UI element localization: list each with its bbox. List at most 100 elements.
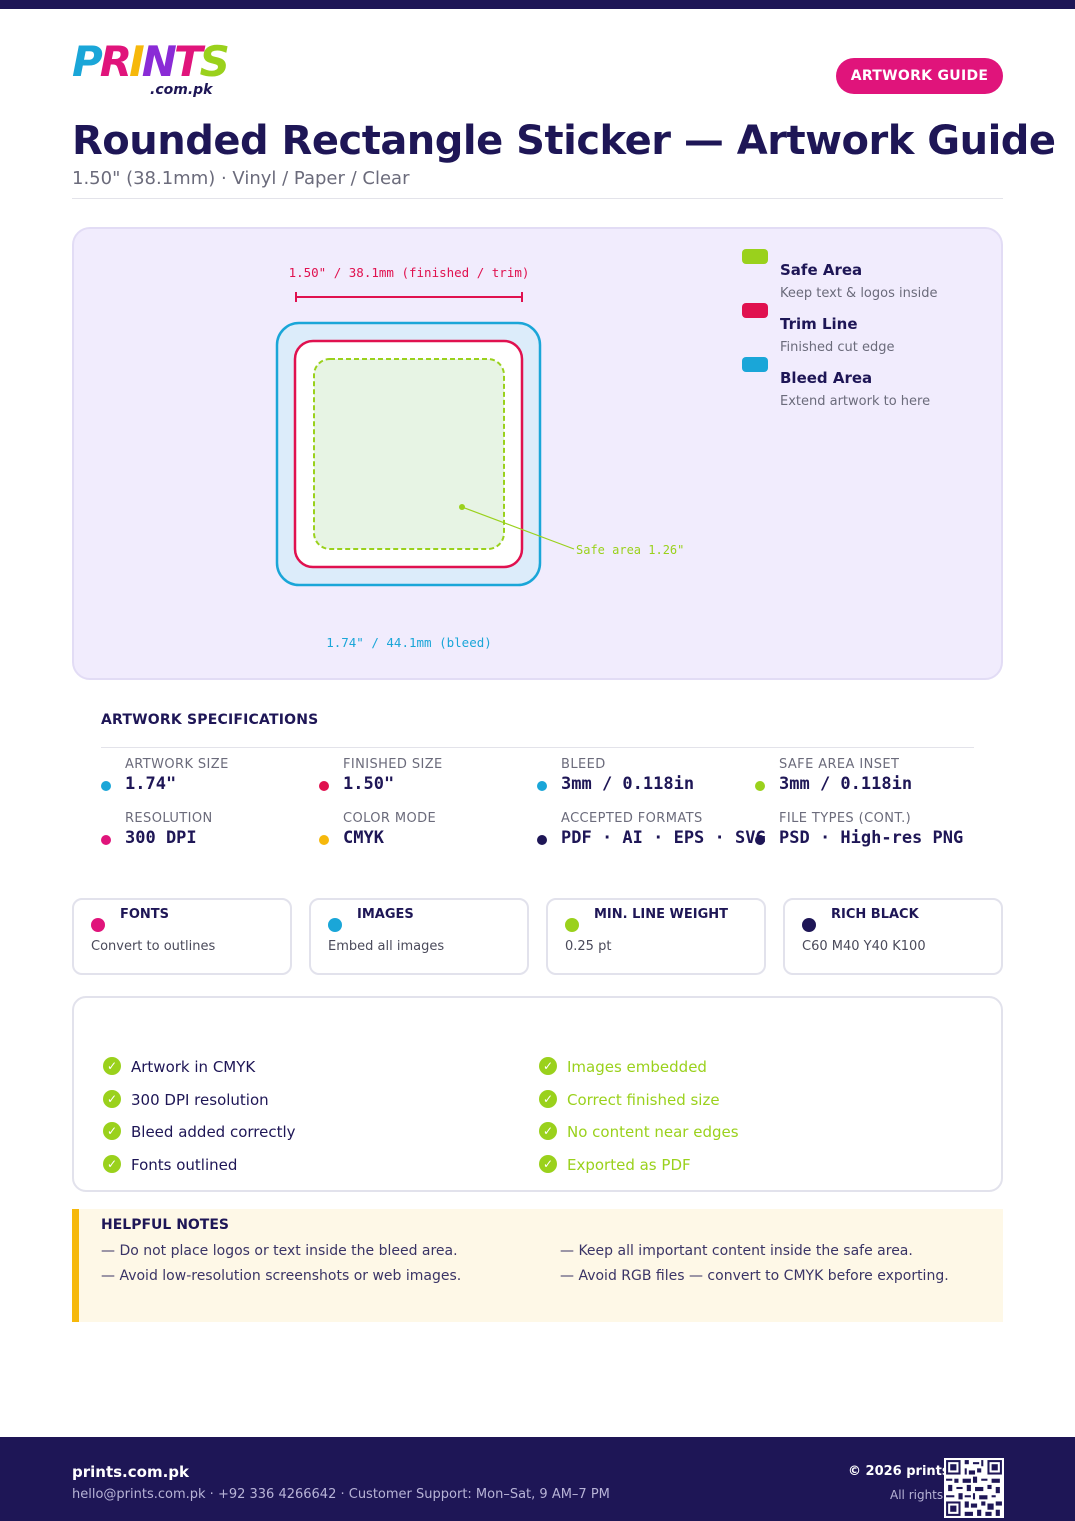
safe-area-label: Safe area 1.26"	[576, 543, 684, 557]
trim-dimension-label: 1.50" / 38.1mm (finished / trim)	[289, 265, 530, 280]
card-desc: Embed all images	[328, 939, 445, 954]
logo-domain: .com.pk	[150, 82, 213, 98]
logo-letter: N	[141, 37, 177, 86]
spec-dot	[537, 835, 547, 845]
spec-key: ARTWORK SIZE	[125, 757, 229, 772]
spec-key: BLEED	[561, 757, 606, 772]
card-desc: C60 M40 Y40 K100	[802, 939, 926, 954]
page-title: Rounded Rectangle Sticker — Artwork Guid…	[72, 118, 1056, 164]
note-item: — Avoid low-resolution screenshots or we…	[101, 1268, 462, 1284]
spec-dot	[319, 835, 329, 845]
legend-swatch	[742, 303, 768, 318]
card-dot	[802, 918, 816, 932]
logo-letter: I	[129, 37, 145, 86]
page-subtitle: 1.50" (38.1mm) · Vinyl / Paper / Clear	[72, 168, 410, 189]
legend-desc: Finished cut edge	[780, 340, 895, 355]
spec-value: PDF · AI · EPS · SVG	[561, 828, 766, 848]
card-title: IMAGES	[357, 907, 414, 922]
spec-finished-size: FINISHED SIZE 1.50"	[319, 757, 537, 801]
spec-value: CMYK	[343, 828, 384, 848]
check-icon: ✓	[539, 1057, 557, 1075]
check-icon: ✓	[103, 1057, 121, 1075]
spec-dot	[755, 781, 765, 791]
helpful-notes: HELPFUL NOTES — Do not place logos or te…	[72, 1209, 1003, 1322]
legend-title: Trim Line	[780, 315, 858, 333]
footer-brand[interactable]: prints.com.pk	[72, 1463, 189, 1481]
checklist-label: Bleed added correctly	[131, 1123, 296, 1141]
card-dot	[328, 918, 342, 932]
checklist-label: Correct finished size	[567, 1091, 720, 1109]
check-icon: ✓	[539, 1155, 557, 1173]
spec-value: 1.50"	[343, 774, 395, 794]
legend-desc: Keep text & logos inside	[780, 286, 938, 301]
prepress-checklist: ✓ Artwork in CMYK ✓ 300 DPI resolution ✓…	[72, 996, 1003, 1192]
spec-value: 1.74"	[125, 774, 177, 794]
spec-value: 3mm / 0.118in	[561, 774, 695, 794]
page-footer: prints.com.pk hello@prints.com.pk · +92 …	[0, 1437, 1075, 1521]
card-min-line-weight: MIN. LINE WEIGHT 0.25 pt	[546, 898, 766, 975]
artwork-guide-badge: ARTWORK GUIDE	[836, 58, 1003, 94]
note-item: — Avoid RGB files — convert to CMYK befo…	[560, 1268, 949, 1284]
footer-contact[interactable]: hello@prints.com.pk · +92 336 4266642 · …	[72, 1487, 610, 1502]
spec-resolution: RESOLUTION 300 DPI	[101, 811, 319, 855]
footer-copyright: © 2026 prints	[848, 1464, 948, 1479]
card-desc: Convert to outlines	[91, 939, 216, 954]
card-title: FONTS	[120, 907, 170, 922]
card-dot	[91, 918, 105, 932]
logo-letter: P	[72, 37, 103, 86]
qr-code-icon[interactable]	[944, 1458, 1004, 1518]
check-icon: ✓	[539, 1090, 557, 1108]
spec-file-types: FILE TYPES (CONT.) PSD · High-res PNG	[755, 811, 973, 855]
card-fonts: FONTS Convert to outlines	[72, 898, 292, 975]
divider	[101, 747, 974, 748]
sticker-diagram: 1.50" / 38.1mm (finished / trim) Safe ar…	[275, 265, 684, 650]
spec-value: 300 DPI	[125, 828, 197, 848]
check-icon: ✓	[103, 1155, 121, 1173]
card-rich-black: RICH BLACK C60 M40 Y40 K100	[783, 898, 1003, 975]
note-item: — Do not place logos or text inside the …	[101, 1243, 458, 1259]
spec-accepted-formats: ACCEPTED FORMATS PDF · AI · EPS · SVG	[537, 811, 766, 855]
check-icon: ✓	[103, 1090, 121, 1108]
top-accent-bar	[0, 0, 1075, 9]
logo-letter: T	[173, 37, 203, 86]
logo-letter: R	[99, 37, 132, 86]
card-title: RICH BLACK	[831, 907, 919, 922]
legend-title: Bleed Area	[780, 369, 873, 387]
checklist-label: Fonts outlined	[131, 1156, 238, 1174]
spec-key: SAFE AREA INSET	[779, 757, 900, 772]
safe-callout-line	[461, 506, 575, 550]
legend-swatch	[742, 249, 768, 264]
spec-dot	[101, 781, 111, 791]
spec-bleed: BLEED 3mm / 0.118in	[537, 757, 755, 801]
brand-logo[interactable]: PRINTS .com.pk	[72, 40, 232, 102]
spec-dot	[537, 781, 547, 791]
footer-rights: All rights	[890, 1488, 944, 1502]
spec-value: PSD · High-res PNG	[779, 828, 964, 848]
spec-color-mode: COLOR MODE CMYK	[319, 811, 537, 855]
safe-area-shape	[313, 358, 505, 550]
spec-dot	[319, 781, 329, 791]
specs-heading: ARTWORK SPECIFICATIONS	[101, 712, 319, 728]
card-title: MIN. LINE WEIGHT	[594, 907, 728, 922]
card-dot	[565, 918, 579, 932]
artwork-diagram-panel: 1.50" / 38.1mm (finished / trim) Safe ar…	[72, 227, 1003, 680]
check-icon: ✓	[103, 1122, 121, 1140]
logo-wordmark: PRINTS	[72, 40, 232, 84]
bleed-dimension-label: 1.74" / 44.1mm (bleed)	[326, 635, 492, 650]
logo-letter: S	[199, 37, 230, 86]
spec-value: 3mm / 0.118in	[779, 774, 913, 794]
spec-key: FILE TYPES (CONT.)	[779, 811, 912, 826]
check-icon: ✓	[539, 1122, 557, 1140]
spec-safe-area-inset: SAFE AREA INSET 3mm / 0.118in	[755, 757, 973, 801]
checklist-label: No content near edges	[567, 1123, 739, 1141]
checklist-label: Artwork in CMYK	[131, 1058, 256, 1076]
spec-dot	[101, 835, 111, 845]
legend-desc: Extend artwork to here	[780, 394, 931, 409]
spec-key: ACCEPTED FORMATS	[561, 811, 703, 826]
checklist-label: Exported as PDF	[567, 1156, 691, 1174]
divider	[72, 198, 1003, 199]
checklist-label: 300 DPI resolution	[131, 1091, 269, 1109]
notes-heading: HELPFUL NOTES	[101, 1217, 230, 1233]
card-images: IMAGES Embed all images	[309, 898, 529, 975]
spec-key: FINISHED SIZE	[343, 757, 443, 772]
